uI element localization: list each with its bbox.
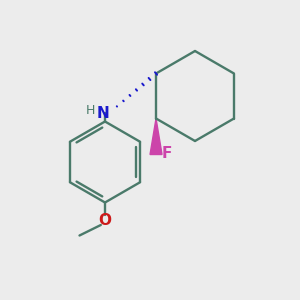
Text: N: N [97,106,110,122]
Text: O: O [98,213,112,228]
Polygon shape [150,118,162,154]
Text: H: H [86,103,95,117]
Text: F: F [161,146,172,160]
